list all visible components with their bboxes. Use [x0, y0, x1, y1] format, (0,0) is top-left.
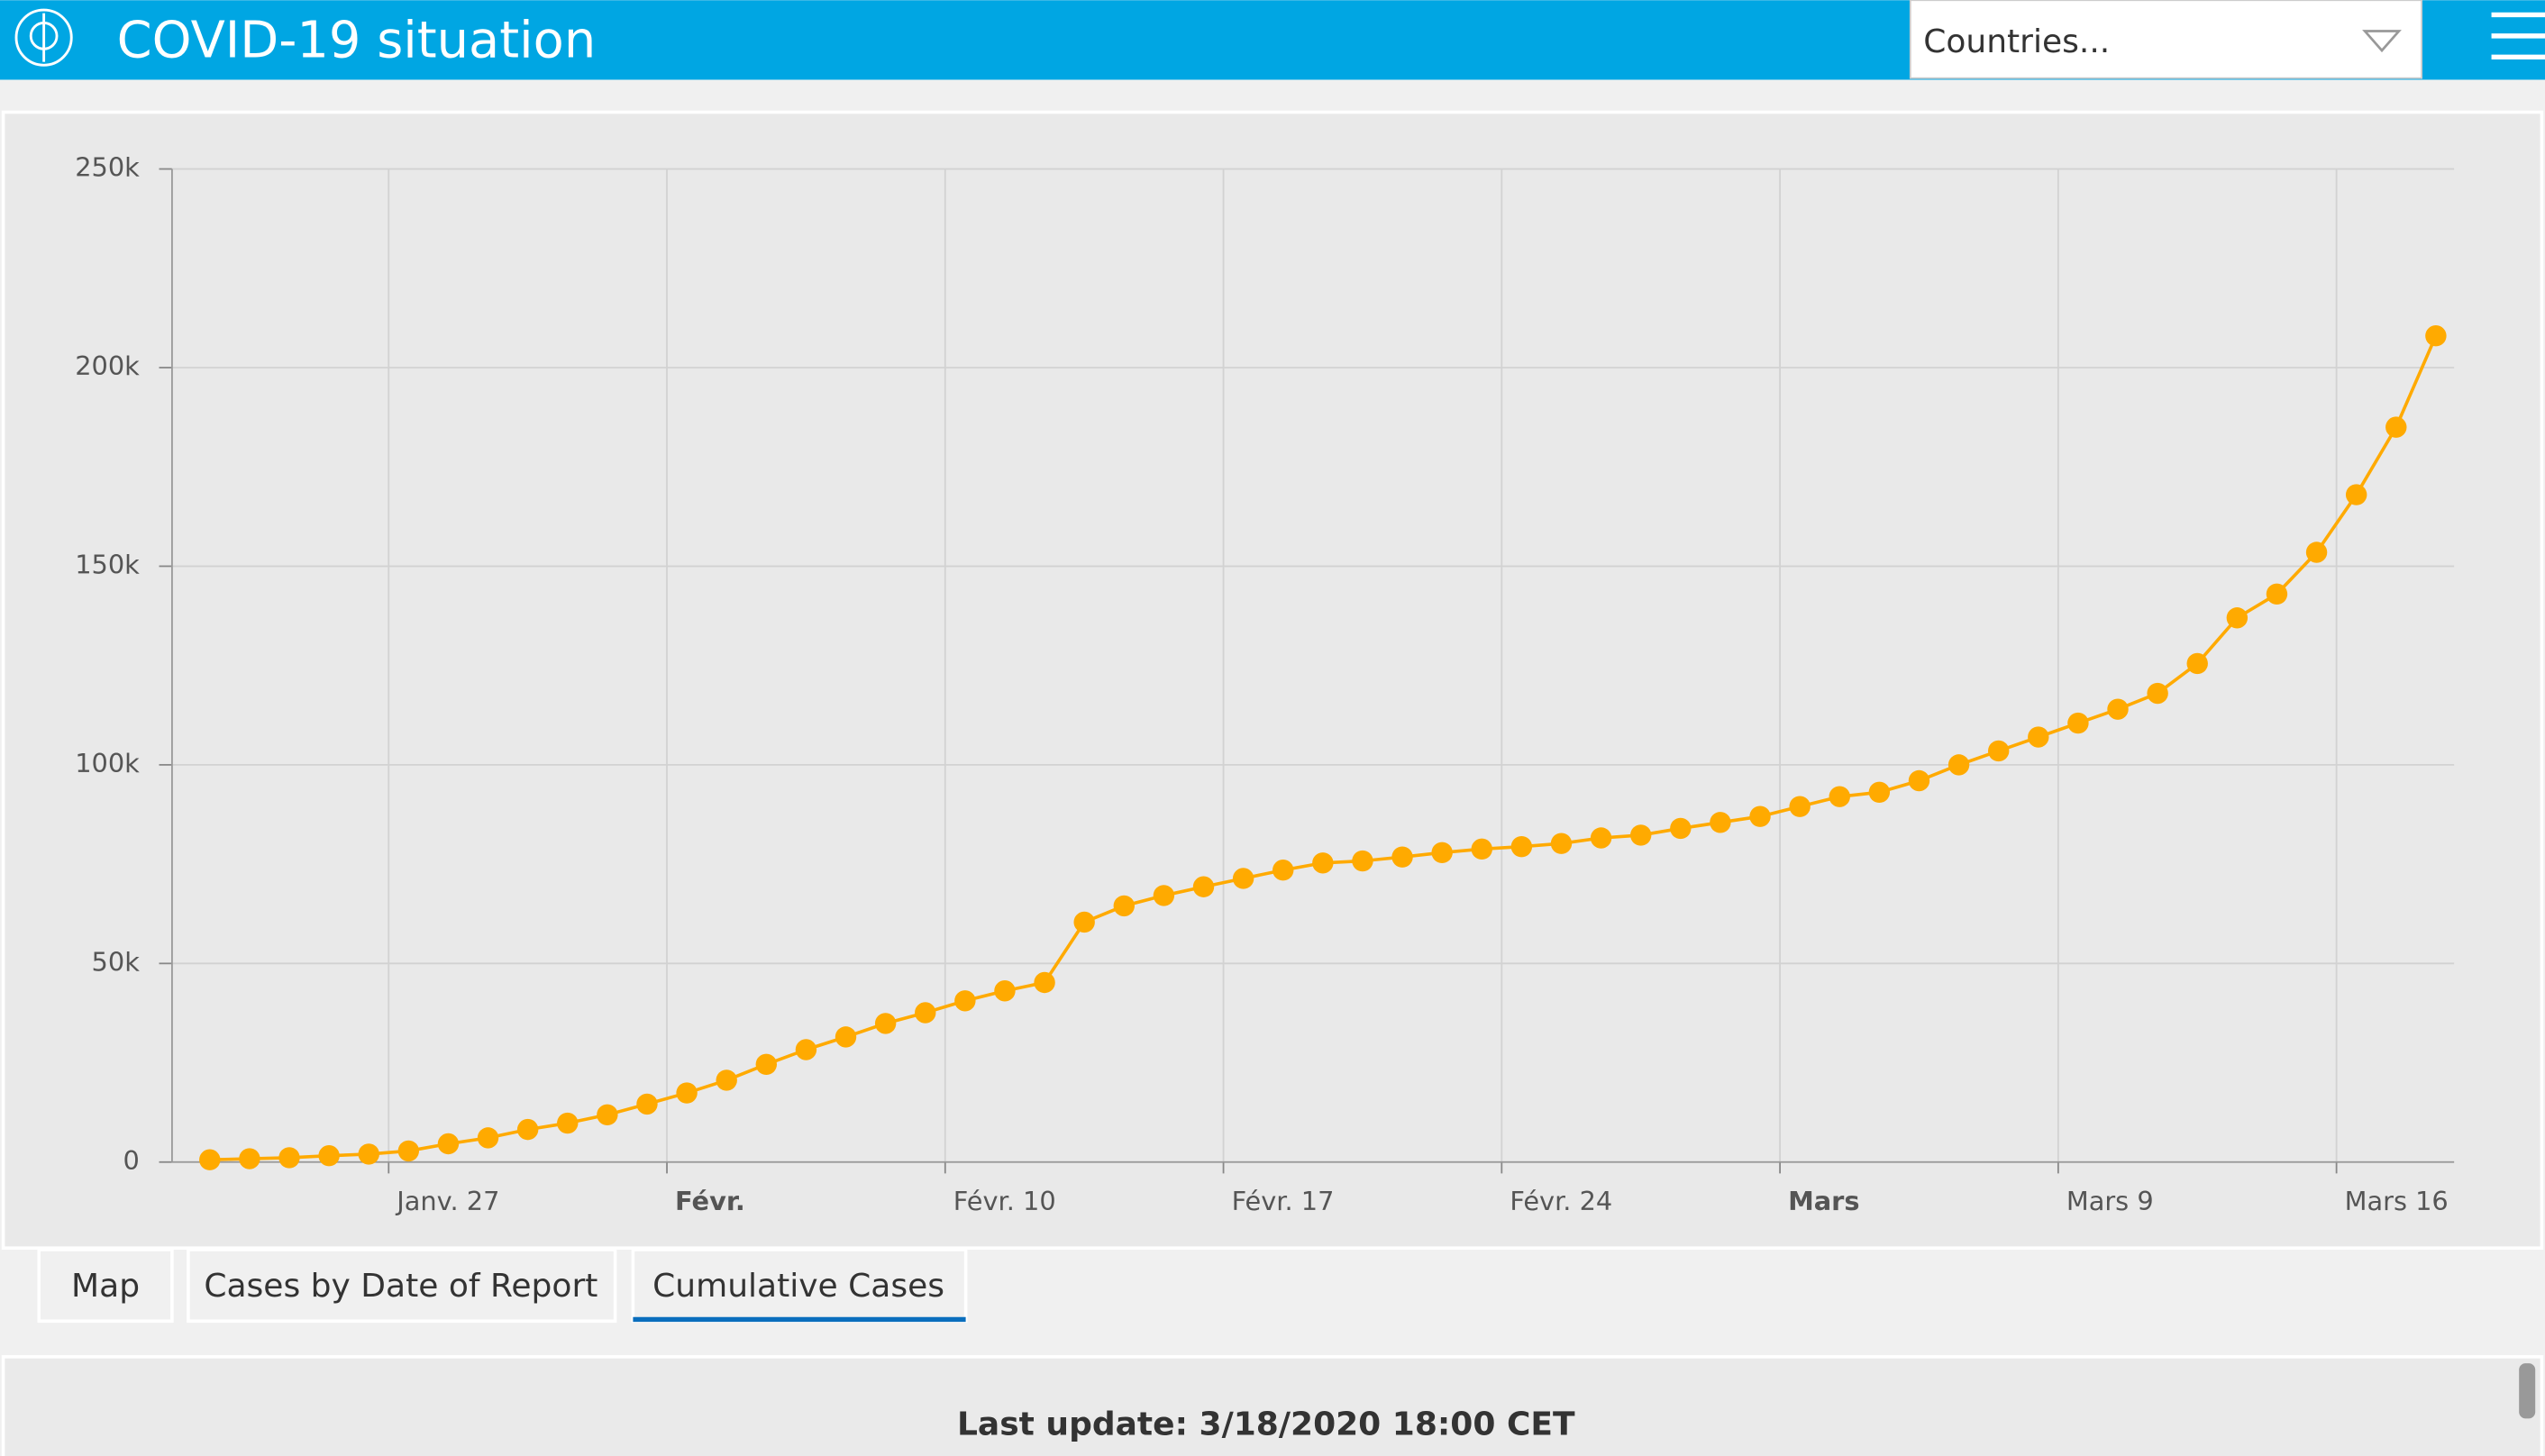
- data-point: [1868, 781, 1891, 804]
- data-point: [1073, 911, 1095, 933]
- data-point: [1153, 885, 1175, 906]
- data-point: [597, 1104, 618, 1126]
- dropdown-placeholder: Countries...: [1923, 23, 2110, 60]
- data-point: [1550, 833, 1573, 854]
- data-point: [2107, 698, 2129, 720]
- data-point: [318, 1145, 340, 1167]
- data-point: [1113, 895, 1135, 917]
- data-point: [1670, 817, 1692, 840]
- data-point: [358, 1143, 379, 1165]
- data-point: [557, 1112, 579, 1134]
- data-point: [2345, 484, 2367, 505]
- data-point: [676, 1082, 698, 1104]
- last-update: Last update: 3/18/2020 18:00 CET: [957, 1406, 1575, 1442]
- data-point: [1948, 754, 1970, 776]
- data-point: [1829, 786, 1850, 807]
- x-tick-label: Févr. 10: [953, 1186, 1056, 1216]
- x-tick-label: Févr. 17: [1232, 1186, 1335, 1216]
- data-point: [516, 1118, 539, 1141]
- data-point: [1352, 850, 1373, 872]
- data-point: [397, 1140, 420, 1162]
- menu-button[interactable]: [2491, 12, 2545, 59]
- data-point: [2305, 541, 2328, 563]
- data-point: [2186, 652, 2208, 675]
- data-point: [1629, 824, 1652, 846]
- data-point: [1431, 842, 1453, 864]
- y-tick-label: 0: [123, 1145, 140, 1176]
- data-point: [2226, 607, 2249, 629]
- chart-panel: [1, 110, 2544, 1251]
- tab-label: Cumulative Cases: [652, 1268, 944, 1305]
- data-point: [437, 1133, 460, 1155]
- data-point: [1471, 838, 1492, 860]
- x-tick-label: Févr. 24: [1510, 1186, 1612, 1216]
- data-point: [1789, 796, 1811, 817]
- data-point: [1987, 740, 2010, 762]
- data-point: [2385, 416, 2407, 438]
- data-point: [1590, 827, 1612, 849]
- data-point: [1749, 805, 1771, 827]
- data-point: [954, 990, 976, 1012]
- data-point: [2067, 712, 2089, 734]
- data-point: [835, 1026, 857, 1048]
- data-point: [1510, 835, 1533, 858]
- data-point: [2028, 726, 2049, 748]
- x-tick-label: Mars: [1788, 1186, 1859, 1216]
- data-point: [716, 1069, 737, 1091]
- app-title: COVID-19 situation: [117, 11, 597, 69]
- data-point: [1710, 812, 1731, 833]
- data-point: [994, 980, 1016, 1002]
- tab-label: Cases by Date of Report: [204, 1268, 597, 1305]
- data-point: [1272, 860, 1294, 881]
- data-point: [636, 1093, 658, 1115]
- y-tick-label: 100k: [75, 748, 140, 778]
- data-point: [2266, 583, 2288, 605]
- y-tick-label: 50k: [92, 946, 141, 977]
- data-point: [1908, 769, 1930, 792]
- data-point: [477, 1127, 499, 1149]
- x-tick-label: Mars 9: [2066, 1186, 2154, 1216]
- data-point: [2147, 682, 2168, 705]
- data-point: [1034, 971, 1055, 994]
- data-point: [2425, 325, 2447, 347]
- data-point: [1312, 852, 1334, 874]
- x-tick-label: Janv. 27: [395, 1186, 499, 1216]
- data-point: [1391, 846, 1413, 868]
- tab[interactable]: Cases by Date of Report: [187, 1248, 617, 1324]
- chart: 0 50k 100k 150k 200k 250k Janv. 27 Févr. Févr. 1…: [75, 152, 2455, 1216]
- y-tick-label: 200k: [75, 350, 140, 381]
- tab-active[interactable]: Cumulative Cases: [631, 1248, 968, 1324]
- data-point: [755, 1053, 778, 1076]
- data-point: [874, 1013, 897, 1034]
- x-tick-label: Mars 16: [2345, 1186, 2449, 1216]
- info-panel: [1, 1355, 2544, 1456]
- data-point: [278, 1147, 300, 1169]
- data-point: [199, 1149, 221, 1170]
- logo: [14, 8, 73, 67]
- data-point: [1192, 876, 1215, 897]
- data-point: [795, 1039, 817, 1060]
- tab-label: Map: [71, 1268, 140, 1305]
- tab[interactable]: Map: [37, 1248, 174, 1324]
- scrollbar[interactable]: [2519, 1363, 2536, 1419]
- country-dropdown[interactable]: Countries...: [1909, 0, 2423, 79]
- tab-bar: Map Cases by Date of Report Cumulative C…: [37, 1248, 968, 1324]
- y-tick-label: 150k: [75, 549, 140, 579]
- x-tick-label: Févr.: [675, 1186, 745, 1216]
- data-point: [239, 1148, 260, 1169]
- data-point: [1232, 868, 1254, 889]
- data-point: [915, 1002, 936, 1024]
- y-tick-label: 250k: [75, 152, 140, 183]
